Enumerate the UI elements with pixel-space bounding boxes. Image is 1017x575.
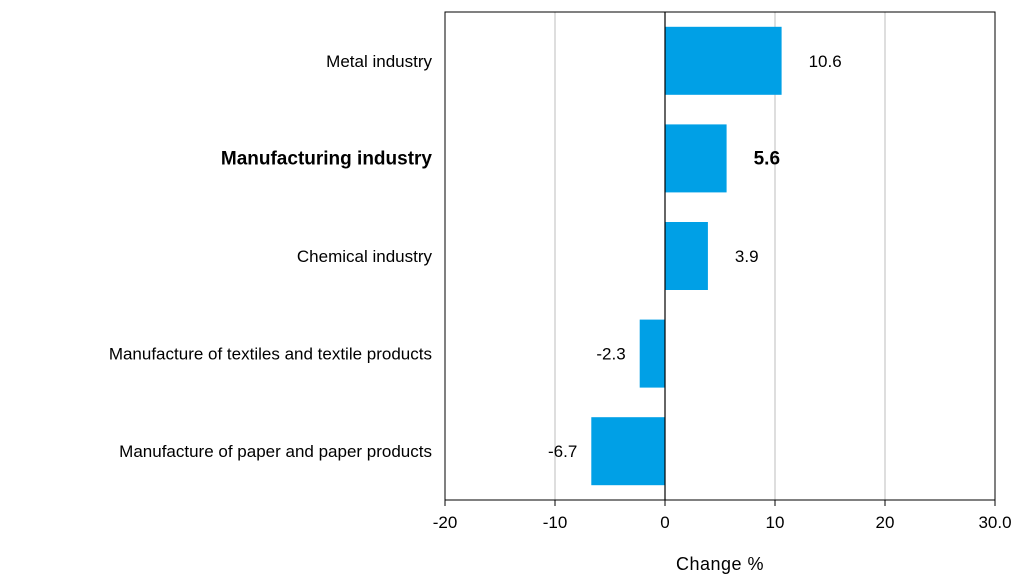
bars <box>591 26 782 486</box>
x-tick-label: -20 <box>433 513 458 532</box>
value-labels: 10.6 5.6 3.9 -2.3 -6.7 <box>548 52 842 461</box>
x-tick-label: 20 <box>876 513 895 532</box>
value-label: 5.6 <box>754 148 780 169</box>
x-axis-title: Change % <box>676 554 764 574</box>
category-label: Chemical industry <box>297 247 433 266</box>
value-label: -6.7 <box>548 442 577 461</box>
value-label: 10.6 <box>809 52 842 71</box>
value-label: -2.3 <box>596 345 625 364</box>
category-label: Metal industry <box>326 52 432 71</box>
plot-frame <box>444 11 996 501</box>
bar <box>665 222 708 290</box>
category-labels: Metal industry Manufacturing industry Chem… <box>109 52 433 461</box>
bar <box>639 319 665 388</box>
bar <box>591 417 665 486</box>
x-tick-label: 30.0 <box>978 513 1011 532</box>
category-label: Manufacture of textiles and textile prod… <box>109 345 432 364</box>
x-tick-label: -10 <box>543 513 568 532</box>
x-axis-ticks: -20 -10 0 10 20 30.0 <box>433 500 1012 532</box>
category-label: Manufacturing industry <box>221 148 433 169</box>
category-label: Manufacture of paper and paper products <box>119 442 432 461</box>
x-tick-label: 0 <box>660 513 669 532</box>
bar <box>665 124 727 193</box>
bar <box>665 26 782 95</box>
x-tick-label: 10 <box>766 513 785 532</box>
value-label: 3.9 <box>735 247 759 266</box>
